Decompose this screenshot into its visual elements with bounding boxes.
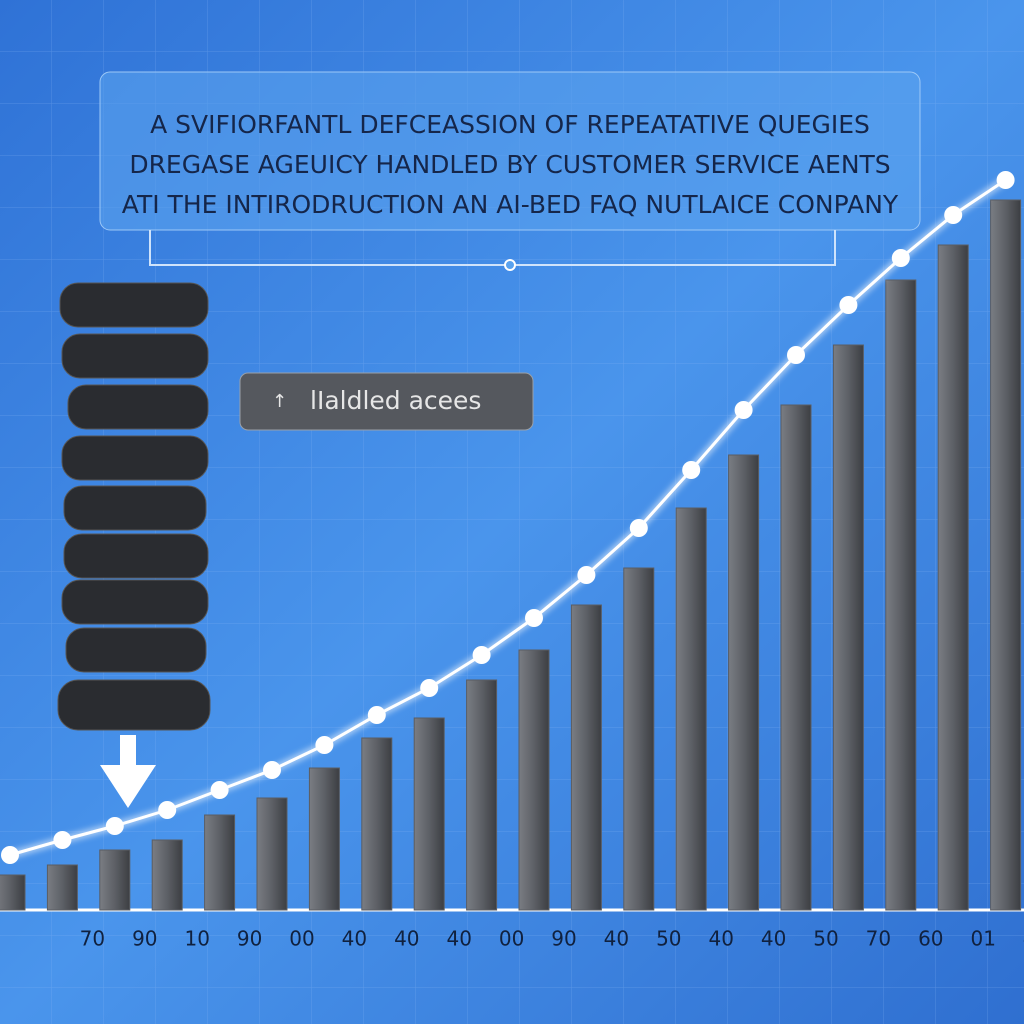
line-point [420,679,439,697]
bar [99,849,131,911]
tire [63,533,209,579]
x-tick-label: 40 [604,927,629,951]
bar [0,874,26,911]
bar [466,679,498,911]
x-tick-label: 40 [1023,927,1024,951]
line-point [682,461,701,479]
line-point [944,206,963,224]
bar [832,344,864,911]
tire [67,384,209,430]
line-point [839,296,858,314]
line-point [158,801,177,819]
line-point [996,171,1015,189]
tire [61,333,209,379]
title-line: A SVIFIORFANTL DEFCEASSION OF REPEATATIV… [150,110,870,139]
down-arrow [100,735,156,808]
bar [204,814,236,911]
line-point [577,566,596,584]
x-tick-label: 01 [970,927,995,951]
annotation-box [239,372,534,431]
line-point [105,817,124,835]
x-tick-label: 70 [866,927,891,951]
bar [308,767,340,911]
tire-stack [57,282,211,731]
x-tick-label: 00 [499,927,524,951]
line-point [315,736,334,754]
title-line: ATI THE INTIRODRUCTION AN AI-BED FAQ NUT… [122,190,899,219]
line [9,178,1007,857]
x-tick-label: 10 [184,927,209,951]
x-tick-label: 40 [394,927,419,951]
x-tick-label: 60 [918,927,943,951]
x-tick-label: 70 [80,927,105,951]
connector-dot [504,259,516,271]
tire [65,627,207,673]
x-tick-label: 90 [132,927,157,951]
bar [570,604,602,911]
title-box [99,71,921,231]
bar [256,797,288,911]
x-tick-label: 00 [289,927,314,951]
annotation-icon: ↑ [272,391,287,412]
line-point [1,846,19,864]
line-point [891,249,910,267]
bar [885,279,917,911]
bar [990,199,1022,911]
line-point [53,831,72,849]
line-point [263,761,281,779]
annotation-text: lIaldled acees [310,386,481,415]
tire [63,485,207,531]
tire [61,435,209,481]
connector [149,230,836,266]
x-tick-label: 50 [813,927,838,951]
x-tick-label: 90 [237,927,262,951]
x-tick-label: 40 [342,927,367,951]
line-point [367,706,386,724]
bar [361,737,393,911]
line-point [472,646,491,664]
line-point [525,609,543,627]
line-point [734,401,753,419]
x-tick-label: 90 [551,927,576,951]
x-tick-label: 40 [446,927,471,951]
tire [59,282,209,328]
tire [61,579,209,625]
x-tick-label: 40 [708,927,733,951]
x-tick-label: 50 [656,927,681,951]
bar [413,717,445,911]
bar [675,507,707,911]
bar [937,244,969,911]
bar [151,839,183,911]
bar [728,454,760,911]
tire [57,679,211,731]
title-line: DREGASE AGEUICY HANDLED BY CUSTOMER SERV… [129,150,890,179]
bar [780,404,812,911]
line-point [210,781,229,799]
line-point [629,519,648,537]
bar [518,649,550,911]
line-point [787,346,805,364]
x-tick-label: 40 [761,927,786,951]
bar [46,864,78,911]
bar [623,567,655,911]
